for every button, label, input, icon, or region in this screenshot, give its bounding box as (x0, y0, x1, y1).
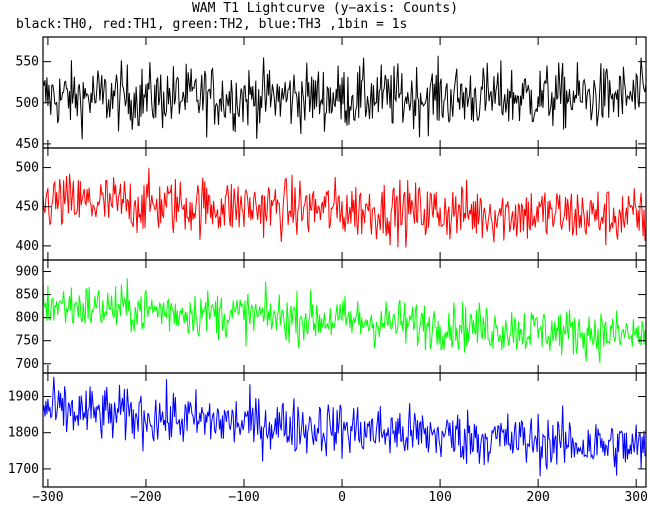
x-tick-label: −100 (228, 490, 259, 505)
y-tick-label-th2: 750 (16, 334, 39, 349)
y-tick-label-th0: 450 (16, 137, 39, 152)
y-tick-label-th2: 900 (16, 265, 39, 280)
y-tick-label-th1: 400 (16, 239, 39, 254)
y-tick-label-th1: 450 (16, 200, 39, 215)
x-tick-label: −300 (32, 490, 63, 505)
y-tick-label-th3: 1700 (8, 462, 39, 477)
x-tick-label: −200 (130, 490, 161, 505)
series-th0-line (43, 55, 646, 140)
x-tick-label: 300 (624, 490, 647, 505)
x-tick-label: 200 (526, 490, 549, 505)
y-tick-label-th2: 700 (16, 357, 39, 372)
series-th1-line (43, 168, 646, 248)
y-tick-label-th0: 500 (16, 96, 39, 111)
x-tick-label: 0 (338, 490, 346, 505)
y-tick-label-th1: 500 (16, 161, 39, 176)
y-tick-label-th2: 800 (16, 311, 39, 326)
y-tick-label-th3: 1900 (8, 390, 39, 405)
x-tick-label: 100 (428, 490, 451, 505)
y-tick-label-th3: 1800 (8, 426, 39, 441)
series-th2-line (43, 278, 646, 364)
y-tick-label-th2: 850 (16, 288, 39, 303)
chart-title: WAM T1 Lightcurve (y−axis: Counts) (191, 1, 459, 16)
series-th3-line (43, 376, 646, 477)
panel-th1-frame (42, 147, 647, 261)
y-tick-label-th0: 550 (16, 55, 39, 70)
chart-subtitle: black:TH0, red:TH1, green:TH2, blue:TH3 … (16, 17, 408, 32)
panel-th3-frame (42, 372, 647, 488)
